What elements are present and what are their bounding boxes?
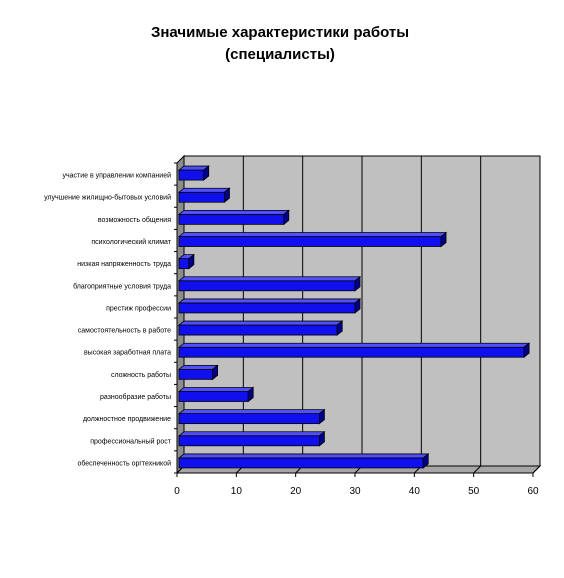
x-tick-label: 30 (349, 486, 361, 497)
bar-front (178, 191, 225, 203)
x-tick-label: 60 (527, 486, 539, 497)
chart-title-line-1: Значимые характеристики работы (150, 24, 410, 41)
bar-side (354, 298, 361, 314)
bar-side (203, 165, 210, 181)
bar-front (178, 258, 190, 270)
bar-top (177, 209, 290, 215)
bar-front (178, 368, 213, 380)
value-axis-labels: 0 10 20 30 40 50 60 (174, 486, 539, 497)
bar-side (354, 275, 361, 292)
bar-top (177, 431, 326, 437)
x-tick-label: 20 (290, 486, 302, 497)
bar (177, 430, 326, 447)
category-label: должностное продвижение (83, 416, 171, 423)
bar-side (440, 231, 447, 248)
bar-front (178, 324, 338, 336)
bar (177, 231, 448, 248)
x-tick-label: 40 (409, 486, 421, 497)
category-axis-labels: участие в управлении компанией улучшение … (44, 172, 172, 468)
bar-front (178, 457, 424, 469)
category-label: низкая напряженность труда (77, 261, 171, 268)
bar-top (177, 409, 326, 415)
x-tick-label: 0 (174, 486, 180, 497)
chart-title-line-2: (специалисты) (225, 46, 335, 63)
bar-top (177, 364, 219, 370)
x-tick-label: 50 (468, 486, 480, 497)
bar-side (212, 364, 219, 381)
bar-front (178, 213, 285, 225)
bar-top (177, 276, 362, 282)
plot-side-wall (176, 154, 185, 475)
bar (177, 342, 531, 359)
bar-front (178, 302, 356, 314)
bar-top (177, 232, 448, 237)
bar-front (178, 236, 442, 247)
category-label: участие в управлении компанией (62, 172, 171, 180)
category-label: психологический климат (91, 238, 171, 246)
category-label: благоприятные условия труда (73, 282, 171, 290)
bar-front (178, 391, 249, 402)
bar-top (177, 298, 362, 304)
bar-side (247, 386, 254, 403)
bar (177, 408, 326, 425)
bar-side (422, 453, 429, 469)
category-label: разнообразие работы (100, 393, 171, 401)
bar-side (224, 187, 230, 204)
bar-side (188, 253, 195, 270)
floor-gridline (532, 465, 541, 474)
bar (177, 187, 231, 204)
bar-front (178, 346, 525, 358)
bar-side (283, 209, 290, 226)
bar-top (177, 387, 255, 392)
bar (177, 209, 290, 226)
category-label: улучшение жилищно-бытовых условий (44, 194, 171, 202)
bar (177, 298, 362, 314)
category-label: престиж профессии (106, 305, 171, 312)
bar-top (177, 453, 430, 459)
bar-top (177, 187, 231, 193)
plot-area (175, 154, 542, 475)
bar-front (178, 413, 320, 425)
bar (177, 453, 430, 469)
bar (177, 364, 219, 381)
category-label: высокая заработная плата (84, 349, 171, 357)
bar (177, 165, 210, 181)
category-label: сложность работы (111, 371, 171, 379)
bar-side (318, 408, 325, 425)
bar (177, 253, 196, 270)
bar-series (177, 165, 531, 469)
bar (177, 275, 362, 292)
x-tick-label: 10 (231, 486, 243, 497)
category-label: обеспеченность оргтехникой (77, 459, 171, 467)
category-label: самостоятельность в работе (78, 327, 171, 335)
bar (177, 386, 255, 403)
category-label: профессиональный рост (90, 437, 172, 445)
bar-side (318, 430, 325, 447)
bar-top (177, 320, 344, 326)
bar-front (178, 169, 205, 181)
bar-side (336, 320, 343, 336)
bar-front (178, 435, 320, 447)
category-label: возможность общения (98, 216, 171, 224)
bar-side (523, 342, 530, 359)
floor-gridline (473, 465, 482, 474)
bar-top (177, 342, 531, 348)
bar-front (178, 280, 356, 292)
bar (177, 320, 344, 336)
